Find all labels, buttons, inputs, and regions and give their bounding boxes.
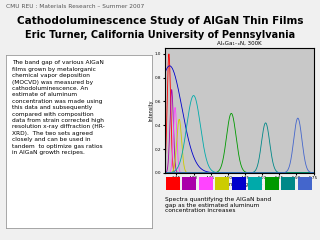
Text: CMU REU : Materials Research – Summer 2007: CMU REU : Materials Research – Summer 20… <box>6 4 145 9</box>
Text: The band gap of various AlGaN
films grown by metalorganic
chemical vapor deposit: The band gap of various AlGaN films grow… <box>12 60 105 155</box>
Bar <box>215 177 229 190</box>
Bar <box>199 177 213 190</box>
Text: Eric Turner, California University of Pennsylvania: Eric Turner, California University of Pe… <box>25 30 295 40</box>
Bar <box>182 177 196 190</box>
X-axis label: Photon Energy (eV): Photon Energy (eV) <box>215 182 263 187</box>
Y-axis label: Intensity: Intensity <box>148 100 153 121</box>
Bar <box>248 177 262 190</box>
Text: Cathodoluminescence Study of AlGaN Thin Films: Cathodoluminescence Study of AlGaN Thin … <box>17 16 303 26</box>
Bar <box>281 177 295 190</box>
Bar <box>298 177 312 190</box>
Bar <box>265 177 279 190</box>
Text: Spectra quantifying the AlGaN band
gap as the estimated aluminum
concentration i: Spectra quantifying the AlGaN band gap a… <box>165 197 271 213</box>
Bar <box>232 177 246 190</box>
Title: AlₓGa₁₋ₓN, 300K: AlₓGa₁₋ₓN, 300K <box>217 41 261 46</box>
Bar <box>166 177 180 190</box>
